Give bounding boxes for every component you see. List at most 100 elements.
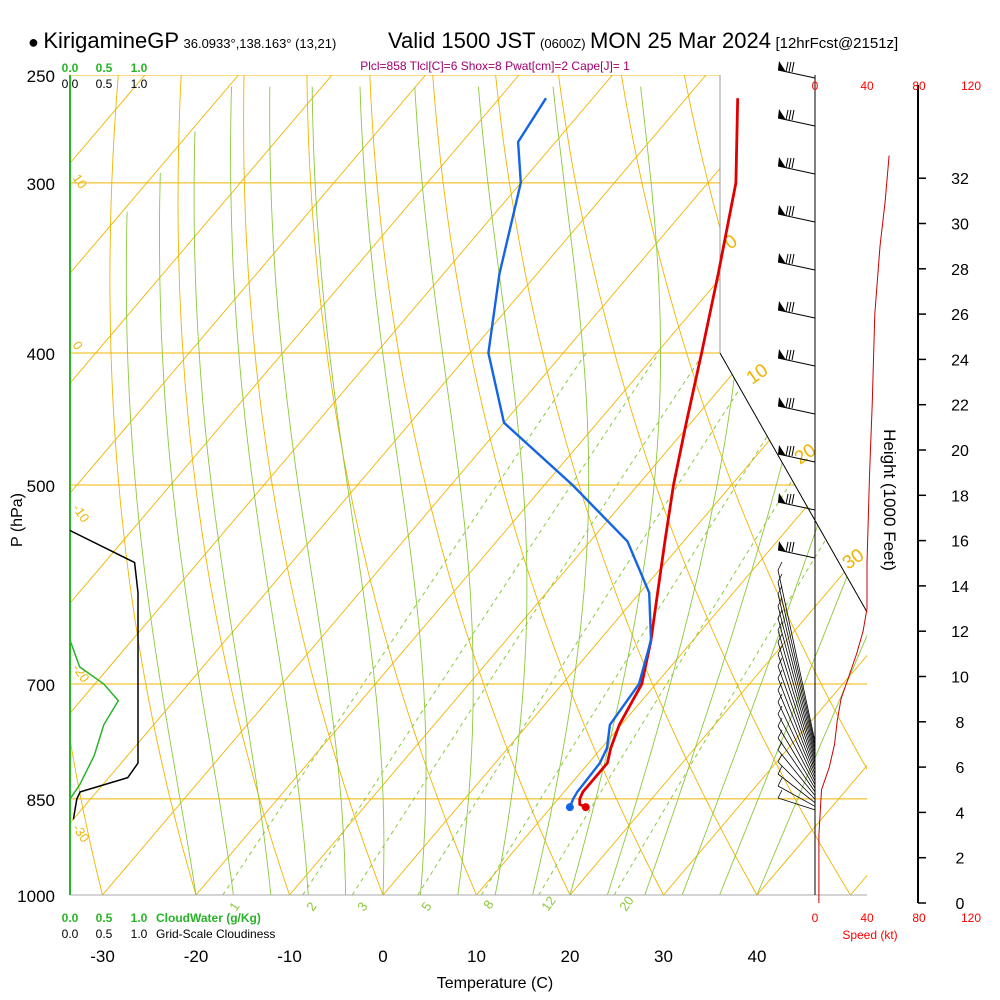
dry-adiabat-label: -10 <box>70 501 93 525</box>
wind-barb-feather <box>777 609 783 619</box>
moist-adiabat <box>359 86 427 895</box>
valid-label: Valid 1500 JST <box>388 28 536 53</box>
wind-barb-feather <box>777 669 783 679</box>
height-tick-label: 28 <box>951 262 969 279</box>
dry-adiabat <box>492 75 774 895</box>
surface-temperature-dot <box>581 803 590 812</box>
wind-barb-flag <box>778 397 786 408</box>
mixing-ratio-line <box>480 352 821 895</box>
wind-barb-feather <box>785 493 789 505</box>
wind-barb-shaft <box>777 761 816 800</box>
wind-barb-feather <box>777 789 783 799</box>
cloudwater-profile <box>69 639 120 813</box>
height-tick-label: 14 <box>951 579 969 596</box>
wind-barb-feather <box>777 573 783 583</box>
wind-barb-feather <box>777 585 783 595</box>
moist-adiabat <box>311 86 385 895</box>
wind-barb-flag <box>778 109 786 120</box>
height-tick-label: 26 <box>951 307 969 324</box>
wind-barb-feather <box>777 633 783 643</box>
wind-barb-shaft <box>777 653 816 767</box>
wind-barb-feather <box>777 705 783 715</box>
wind-barb-feather <box>791 157 795 169</box>
diagram-border <box>719 352 868 613</box>
mixing-ratio-line <box>417 352 764 895</box>
wind-barb-feather <box>791 349 795 361</box>
wind-barb-shaft <box>777 617 816 757</box>
speed-tick-top: 120 <box>961 79 981 93</box>
wind-barb-feather <box>788 253 792 265</box>
mixing-ratio-label: 8 <box>480 897 496 912</box>
wind-barb-feather <box>777 597 783 607</box>
wind-barb-feather <box>777 621 783 631</box>
dry-adiabat <box>991 51 1000 924</box>
dry-adiabat <box>109 75 206 895</box>
dry-adiabat-label: 0 <box>70 338 86 353</box>
pressure-tick-label: 700 <box>27 676 55 695</box>
wind-barb-feather <box>788 157 792 169</box>
moist-adiabat-label: 10 <box>743 360 772 389</box>
cloudwater-tick-bottom: 0.0 <box>62 911 79 925</box>
moist-adiabat <box>125 211 197 895</box>
height-tick-label: 22 <box>951 398 969 415</box>
dry-adiabat-label: -30 <box>70 821 93 845</box>
isotherm-line <box>102 75 800 895</box>
mixing-ratio-label: 3 <box>354 899 370 914</box>
wind-barb-feather <box>785 445 789 457</box>
height-tick-label: 30 <box>951 217 969 234</box>
pressure-tick-label: 850 <box>27 791 55 810</box>
height-tick-label: 2 <box>956 851 965 868</box>
moist-adiabat <box>681 86 867 895</box>
cloudiness-tick-bottom: 0.5 <box>96 927 113 941</box>
valid-date: MON 25 Mar 2024 <box>590 28 771 53</box>
moist-adiabat <box>569 86 661 895</box>
wind-barb-flag <box>778 349 786 360</box>
mixing-ratio-label: 2 <box>303 899 319 914</box>
height-tick-label: 20 <box>951 443 969 460</box>
moist-adiabat <box>414 86 474 895</box>
wind-barb-shaft <box>777 581 816 746</box>
height-tick-label: 10 <box>951 670 969 687</box>
wind-barb-flag <box>778 445 786 456</box>
chart-header: ● KirigamineGP 36.0933°,138.163° (13,21) <box>28 28 336 54</box>
mixing-ratio-line <box>538 352 867 895</box>
mixing-ratio-line <box>613 352 867 895</box>
diagram-grid <box>70 51 1000 924</box>
mixing-ratio-label: 20 <box>616 893 637 913</box>
wind-barb-feather <box>788 541 792 553</box>
pressure-tick-label: 500 <box>27 477 55 496</box>
temperature-tick-label: -30 <box>90 947 115 966</box>
wind-barb-feather <box>791 541 795 553</box>
wind-barb-feather <box>785 541 789 553</box>
wind-speed-profile <box>818 155 890 903</box>
isotherm-line <box>70 75 707 895</box>
height-tick-label: 12 <box>951 624 969 641</box>
cloudwater-tick-top: 1.0 <box>131 61 148 75</box>
cloudiness-tick-top: 1.0 <box>131 77 148 91</box>
wind-barb-flag <box>778 61 786 72</box>
stability-indices: Plcl=858 Tlcl[C]=6 Shox=8 Pwat[cm]=2 Cap… <box>360 59 630 73</box>
wind-barb-feather <box>777 561 783 571</box>
dry-adiabat <box>617 75 867 895</box>
isotherm-line <box>382 75 867 895</box>
pressure-tick-label: 250 <box>27 67 55 86</box>
forecast-tag: [12hrFcst@2151z] <box>775 35 899 52</box>
wind-barb-feather <box>777 741 783 751</box>
mixing-ratio-line <box>222 352 587 895</box>
valid-time: Valid 1500 JST (0600Z) MON 25 Mar 2024 [… <box>388 28 898 54</box>
wind-barb-feather <box>788 109 792 121</box>
cloudiness-label: Grid-Scale Cloudiness <box>156 927 275 941</box>
wind-barb-shaft <box>777 749 816 796</box>
height-tick-label: 8 <box>956 715 965 732</box>
mixing-ratio-label: 12 <box>538 893 559 913</box>
wind-barb-feather <box>788 205 792 217</box>
y-axis-label: P (hPa) <box>9 493 26 547</box>
wind-barb-feather <box>785 253 789 265</box>
height-tick-label: 6 <box>956 760 965 777</box>
wind-barb-feather <box>791 109 795 121</box>
temperature-tick-label: -10 <box>277 947 302 966</box>
wind-barb-feather <box>791 445 795 457</box>
mixing-ratio-label: 5 <box>418 899 434 914</box>
wind-barb-shaft <box>777 713 816 785</box>
